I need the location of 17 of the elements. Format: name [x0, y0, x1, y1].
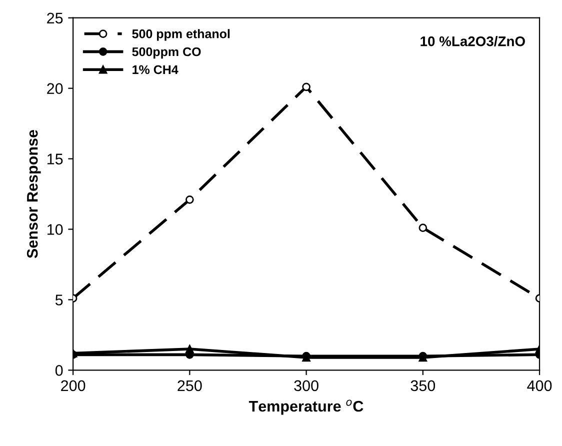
legend-label: 500ppm CO [132, 47, 201, 59]
x-tick-label: 350 [410, 380, 436, 392]
x-tick-label: 200 [61, 380, 86, 392]
annotation: 10 %La2O3/ZnO [420, 36, 525, 46]
y-tick-label: 20 [47, 83, 63, 94]
x-tick-label: 400 [527, 380, 552, 392]
legend-label: 1% CH4 [132, 65, 178, 74]
legend-label: 500 ppm ethanol [132, 29, 230, 41]
x-tick-label: 300 [294, 380, 318, 392]
y-tick-label: 25 [47, 12, 63, 24]
y-tick-label: 10 [48, 224, 63, 235]
y-axis-title: Sensor Response [26, 130, 41, 258]
y-tick-label: 5 [55, 294, 63, 306]
x-tick-label: 250 [178, 380, 202, 392]
y-tick-label: 0 [55, 365, 63, 376]
x-axis-title: Temperature $^{o}$C [248, 400, 364, 415]
y-tick-label: 15 [48, 154, 63, 164]
